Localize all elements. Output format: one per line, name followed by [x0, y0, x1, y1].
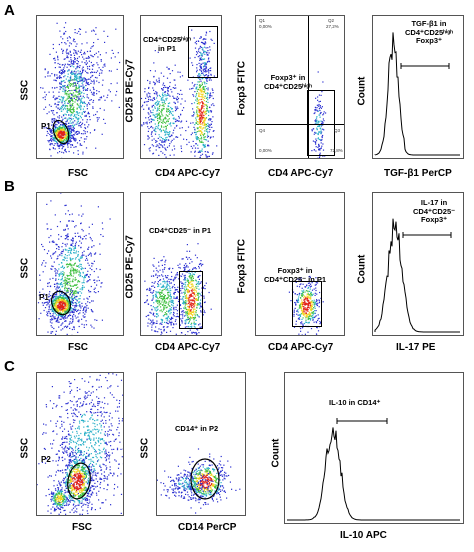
a4-ylabel: Count [356, 76, 368, 106]
b4-annotation: IL-17 in CD4⁺CD25⁻ Foxp3⁺ [413, 198, 456, 225]
c2-xlabel: CD14 PerCP [178, 522, 237, 533]
b3-annotation: Foxp3⁺ in CD4⁺CD25⁻ in P1 [264, 266, 327, 284]
a3-q2: Q2 [328, 18, 335, 23]
a1-xlabel: FSC [68, 168, 88, 179]
plot-a1-scatter: P1 [36, 15, 124, 159]
b4-anno-line1: IL-17 in [420, 198, 448, 207]
a3-q1v: 0,00% [259, 24, 272, 29]
a3-anno-line2: CD4⁺CD25ʰⁱᵍʰ [264, 81, 312, 91]
a3-ylabel: Foxp3 FITC [236, 61, 248, 116]
b3-anno-line2: CD4⁺CD25⁻ in P1 [264, 274, 327, 284]
a3-annotation: Foxp3⁺ in CD4⁺CD25ʰⁱᵍʰ [264, 73, 312, 91]
a3-q3: Q3 [334, 128, 341, 133]
b3-dots [288, 275, 324, 335]
b3-gate-box [292, 281, 322, 327]
a3-q1: Q1 [259, 18, 266, 23]
b3-xlabel: CD4 APC-Cy7 [268, 342, 334, 353]
plot-b2-scatter: CD4⁺CD25⁻ in P1 [140, 192, 222, 336]
plot-c2-scatter: CD14⁺ in P2 [156, 372, 246, 516]
b1-xlabel: FSC [68, 342, 88, 353]
b2-ylabel: CD25 PE-Cy7 [124, 235, 136, 299]
c3-annotation: IL-10 in CD14⁺ [329, 398, 381, 408]
a3-gate-box [307, 90, 335, 156]
c2-ylabel: SSC [139, 437, 151, 459]
a3-q3v: 72,8% [330, 148, 343, 153]
a1-dots [40, 22, 121, 158]
c1-xlabel: FSC [72, 522, 92, 533]
c2-annotation: CD14⁺ in P2 [175, 424, 219, 434]
c1-gate-label: P2 [41, 455, 51, 464]
a3-xlabel: CD4 APC-Cy7 [268, 168, 334, 179]
a1-ylabel: SSC [19, 79, 31, 101]
b4-histogram [374, 218, 460, 333]
c3-xlabel: IL-10 APC [340, 530, 387, 541]
a2-anno-line1: CD4⁺CD25ʰⁱᵍʰ [143, 35, 191, 44]
panel-letter-a: A [4, 2, 15, 19]
c1-ylabel: SSC [19, 437, 31, 459]
a2-dots [141, 29, 218, 158]
a2-gate-box [188, 26, 218, 78]
a4-histogram [374, 32, 460, 156]
c2-anno-line1: CD14⁺ in P2 [175, 424, 219, 433]
b2-gate-box [179, 271, 203, 329]
plot-c3-histogram: IL-10 in CD14⁺ [284, 372, 464, 524]
c1-dots [37, 373, 123, 515]
a4-anno-line2: CD4⁺CD25ʰⁱᵍʰ [405, 27, 453, 37]
b2-anno-line1: CD4⁺CD25⁻ in P1 [149, 226, 212, 235]
a3-quad-vline [308, 16, 309, 158]
a3-q4v: 0,00% [259, 148, 272, 153]
b1-dots [37, 193, 111, 335]
plot-c1-scatter: P2 [36, 372, 124, 516]
plot-b1-scatter: P1 [36, 192, 124, 336]
c3-ylabel: Count [270, 438, 282, 468]
a3-anno-line1: Foxp3⁺ in [270, 73, 306, 82]
b4-xlabel: IL-17 PE [396, 342, 436, 353]
a2-anno-line2: in P1 [158, 43, 176, 53]
a4-anno-line1: TGF-β1 in [411, 19, 447, 28]
a4-anno-line3: Foxp3⁺ [415, 36, 442, 45]
b4-anno-line2: CD4⁺CD25⁻ [413, 206, 456, 216]
plot-a2-scatter: CD4⁺CD25ʰⁱᵍʰ in P1 [140, 15, 222, 159]
b4-anno-line3: Foxp3⁺ [421, 215, 448, 224]
c3-anno-line1: IL-10 in CD14⁺ [329, 398, 381, 407]
panel-letter-b: B [4, 178, 15, 195]
b2-dots [141, 243, 212, 335]
plot-b3-scatter: Foxp3⁺ in CD4⁺CD25⁻ in P1 [255, 192, 345, 336]
a3-quad-hline [256, 124, 344, 125]
b2-annotation: CD4⁺CD25⁻ in P1 [149, 226, 212, 236]
a2-xlabel: CD4 APC-Cy7 [155, 168, 221, 179]
a1-gate-label: P1 [41, 122, 51, 131]
a3-q2v: 27,2% [326, 24, 339, 29]
plot-b4-histogram: IL-17 in CD4⁺CD25⁻ Foxp3⁺ [372, 192, 464, 336]
a3-q4: Q4 [259, 128, 266, 133]
b1-ylabel: SSC [19, 257, 31, 279]
b2-xlabel: CD4 APC-Cy7 [155, 342, 221, 353]
b1-gate-label: P1 [39, 293, 49, 302]
a3-dots [311, 71, 327, 158]
a2-annotation: CD4⁺CD25ʰⁱᵍʰ in P1 [143, 35, 191, 53]
c3-histogram [287, 418, 460, 521]
a4-xlabel: TGF-β1 PerCP [384, 168, 452, 179]
a4-annotation: TGF-β1 in CD4⁺CD25ʰⁱᵍʰ Foxp3⁺ [405, 19, 453, 46]
b3-anno-line1: Foxp3⁺ in [277, 266, 313, 275]
plot-a4-histogram: TGF-β1 in CD4⁺CD25ʰⁱᵍʰ Foxp3⁺ [372, 15, 464, 159]
c2-dots [157, 448, 241, 514]
panel-letter-c: C [4, 358, 15, 375]
a2-ylabel: CD25 PE-Cy7 [124, 59, 136, 123]
plot-a3-quadrant: Q1 0,00% Q2 27,2% Q4 0,00% Q3 72,8% Foxp… [255, 15, 345, 159]
b3-ylabel: Foxp3 FITC [236, 239, 248, 294]
b4-ylabel: Count [356, 254, 368, 284]
